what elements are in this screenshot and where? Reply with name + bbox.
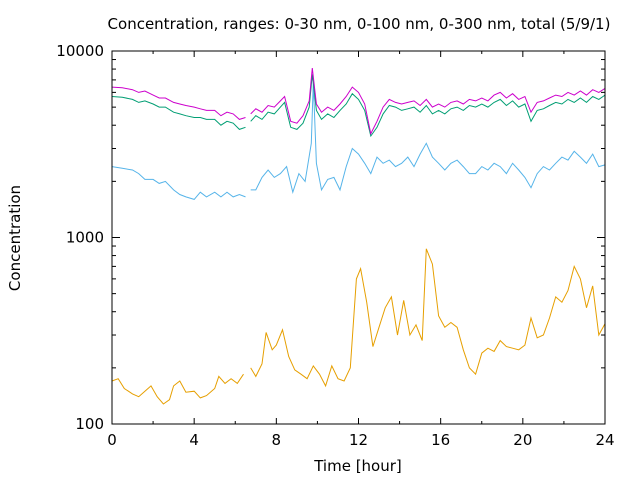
x-tick-label: 20 <box>513 431 532 449</box>
chart-title: Concentration, ranges: 0-30 nm, 0-100 nm… <box>108 15 611 33</box>
x-tick-label: 8 <box>272 431 282 449</box>
series-2-line-segment-2 <box>250 82 606 195</box>
plot-frame <box>111 50 606 425</box>
series-layer <box>111 68 606 405</box>
series-4-line-segment-1 <box>111 86 246 120</box>
series-1-line-segment-2 <box>250 248 606 388</box>
x-tick-label: 12 <box>349 431 368 449</box>
y-axis: 100 1000 10000 <box>56 42 605 433</box>
y-tick-label: 10000 <box>56 42 104 60</box>
x-axis: 0 4 8 12 16 20 24 <box>107 51 615 449</box>
x-tick-label: 24 <box>595 431 614 449</box>
y-tick-label: 100 <box>75 415 104 433</box>
y-tick-label: 1000 <box>66 229 104 247</box>
x-tick-label: 16 <box>431 431 450 449</box>
series-3-line-segment-2 <box>250 74 606 138</box>
series-3-line-segment-1 <box>111 96 246 130</box>
x-axis-label: Time [hour] <box>313 457 402 475</box>
series-4-line-segment-2 <box>250 68 606 136</box>
x-tick-label: 4 <box>189 431 199 449</box>
y-axis-label: Concentration <box>6 185 24 291</box>
series-1-line-segment-1 <box>111 373 244 405</box>
series-2-line-segment-1 <box>111 166 246 200</box>
x-tick-label: 0 <box>107 431 117 449</box>
